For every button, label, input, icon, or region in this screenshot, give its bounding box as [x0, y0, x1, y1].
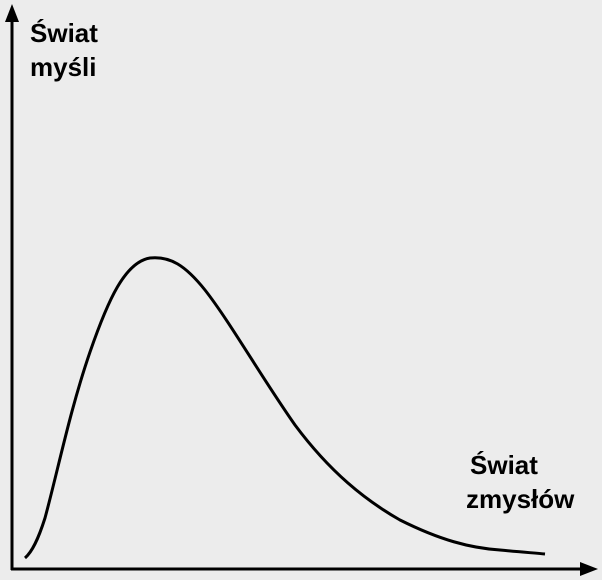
x-axis-label: Świat: [470, 450, 538, 480]
y-axis-arrow: [5, 4, 19, 22]
x-axis-label: zmysłów: [466, 484, 575, 514]
x-axis-arrow: [580, 562, 598, 576]
y-axis-label: myśli: [30, 52, 97, 82]
y-axis-label: Świat: [30, 18, 98, 48]
curve: [23, 256, 546, 560]
